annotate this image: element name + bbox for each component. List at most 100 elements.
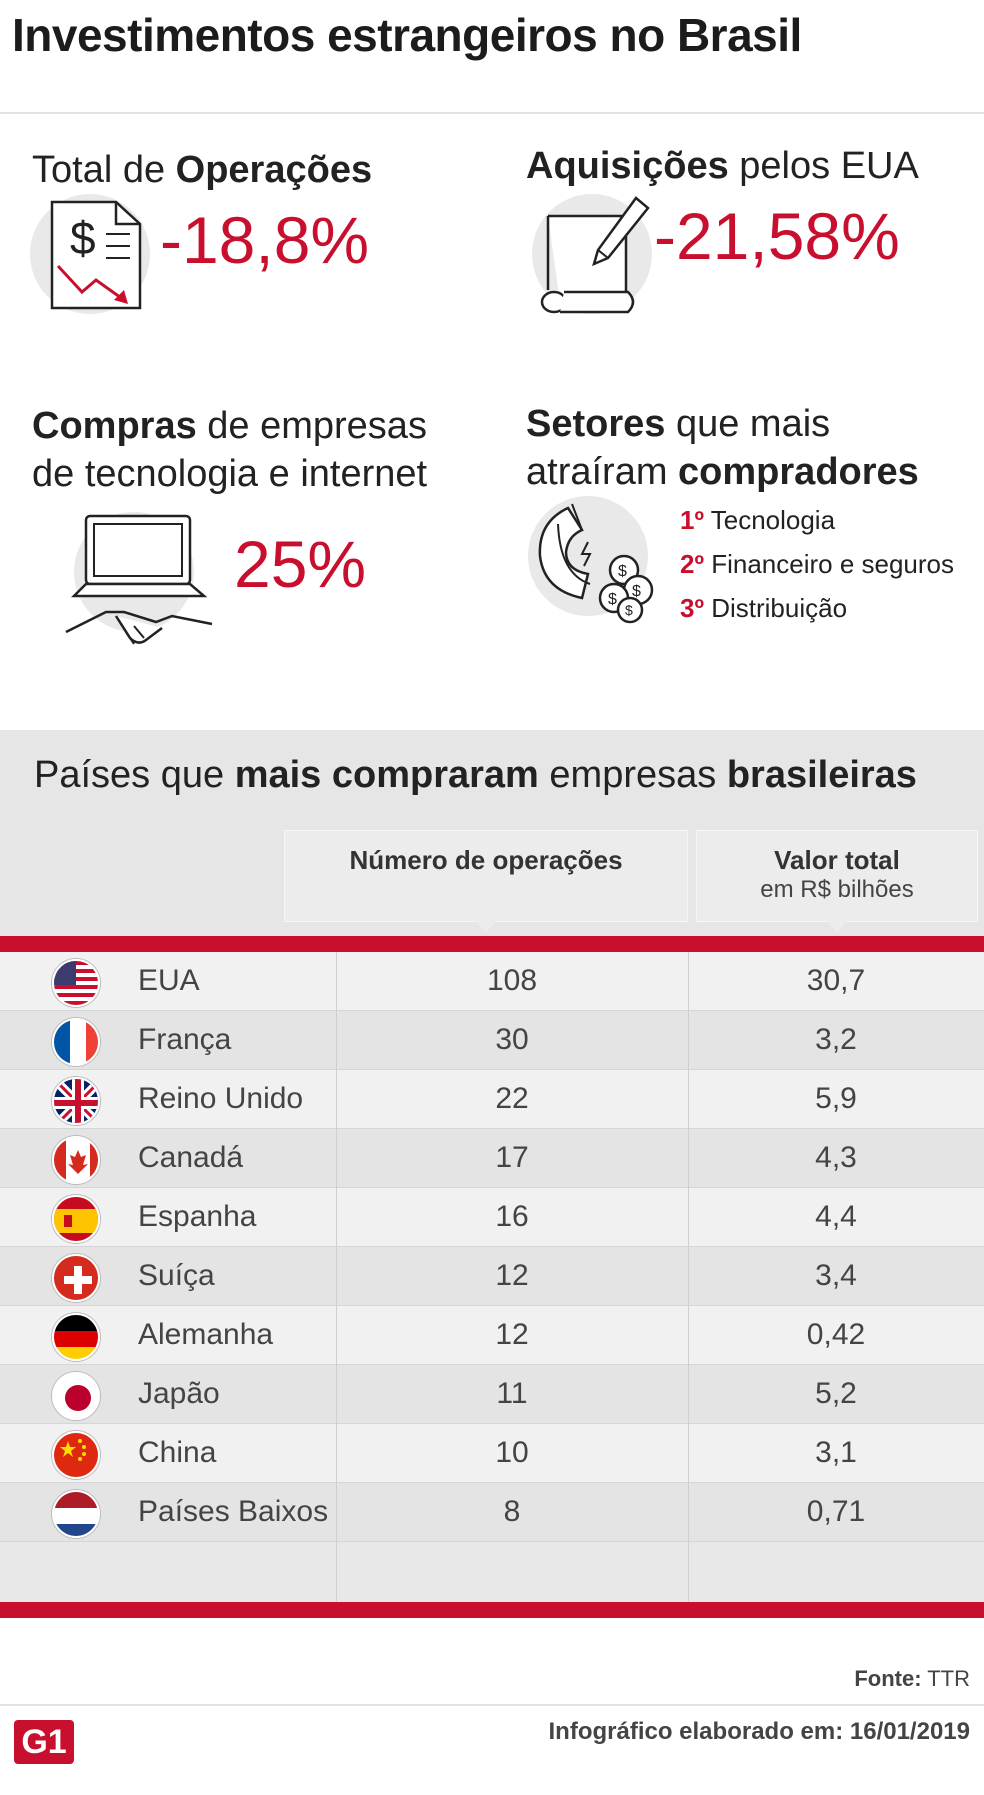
total-value: 0,71 <box>806 1495 866 1528</box>
contract-pen-icon <box>540 196 650 314</box>
setores-heading: Setores que mais atraíram compradores <box>526 400 919 496</box>
table-title: Países que mais compraram empresas brasi… <box>34 754 917 797</box>
total-value: 5,9 <box>815 1082 857 1115</box>
column-divider <box>336 952 337 1602</box>
table-row: França 30 3,2 <box>0 1011 984 1070</box>
g1-logo: G1 <box>14 1720 74 1764</box>
setores-label: Distribuição <box>711 593 848 623</box>
source-note: Fonte: TTR <box>854 1666 970 1692</box>
country-name: Suíça <box>138 1259 215 1292</box>
setores-rank: 2º <box>680 549 704 579</box>
table-title-part: brasileiras <box>726 754 917 796</box>
table-row: Espanha 16 4,4 <box>0 1188 984 1247</box>
setores-label: Tecnologia <box>710 505 836 535</box>
document-dollar-down-icon: $ <box>50 200 142 310</box>
setores-heading-line2-plain: atraíram <box>526 451 679 493</box>
laptop-handshake-icon <box>65 514 213 645</box>
operacoes-heading-bold: Operações <box>175 149 373 191</box>
country-name: Japão <box>138 1377 220 1410</box>
operations-count: 17 <box>495 1141 529 1174</box>
column-header-value-label: Valor total <box>774 845 900 875</box>
source-label: Fonte: <box>854 1666 922 1691</box>
country-name: Países Baixos <box>138 1495 329 1528</box>
footer-divider <box>0 1704 984 1706</box>
total-value: 0,42 <box>806 1318 866 1351</box>
flag-icon <box>52 1490 100 1538</box>
setores-heading-bold: Setores <box>526 403 666 445</box>
flag-icon <box>52 1136 100 1184</box>
compras-heading-bold: Compras <box>32 405 197 447</box>
column-header-ops-label: Número de operações <box>349 845 623 875</box>
magnet-coins-icon: $ $ $ $ <box>538 503 654 624</box>
operations-count: 22 <box>495 1082 529 1115</box>
country-name: Canadá <box>138 1141 244 1174</box>
setores-item: 3º Distribuição <box>680 586 954 630</box>
setores-label: Financeiro e seguros <box>711 549 955 579</box>
setores-rank: 1º <box>680 505 704 535</box>
setores-heading-line2-bold: compradores <box>678 451 919 493</box>
svg-text:$: $ <box>608 591 617 608</box>
aquisicoes-heading-plain: pelos EUA <box>728 145 919 187</box>
compras-value: 25% <box>234 527 367 601</box>
flag-icon <box>52 959 100 1007</box>
aquisicoes-heading: Aquisições pelos EUA <box>526 142 919 190</box>
table-row: Japão 11 5,2 <box>0 1365 984 1424</box>
flag-icon <box>52 1018 100 1066</box>
flag-icon <box>52 1313 100 1361</box>
setores-item: 1º Tecnologia <box>680 498 954 542</box>
operations-count: 8 <box>503 1495 521 1528</box>
table-row: China 10 3,1 <box>0 1424 984 1483</box>
operations-count: 10 <box>495 1436 529 1469</box>
credit-line: Infográfico elaborado em: 16/01/2019 <box>548 1718 971 1745</box>
column-divider <box>688 952 689 1602</box>
operations-count: 16 <box>495 1200 529 1233</box>
flag-icon <box>52 1372 100 1420</box>
table-top-bar <box>0 936 984 952</box>
source-value: TTR <box>927 1666 970 1691</box>
total-value: 3,1 <box>815 1436 857 1469</box>
operations-count: 12 <box>495 1318 529 1351</box>
page-title: Investimentos estrangeiros no Brasil <box>12 9 802 61</box>
total-value: 4,3 <box>815 1141 857 1174</box>
table-row: Reino Unido 22 5,9 <box>0 1070 984 1129</box>
total-value: 3,2 <box>815 1023 857 1056</box>
operations-count: 11 <box>496 1377 528 1410</box>
flag-icon <box>52 1254 100 1302</box>
svg-text:$: $ <box>618 563 627 580</box>
setores-rank: 3º <box>680 593 704 623</box>
table-row: Países Baixos 8 0,71 <box>0 1483 984 1542</box>
table-row: Suíça 12 3,4 <box>0 1247 984 1306</box>
flag-icon <box>52 1077 100 1125</box>
operacoes-value: -18,8% <box>160 203 370 277</box>
country-name: Espanha <box>138 1200 257 1233</box>
country-name: França <box>138 1023 232 1056</box>
column-header-value-sublabel: em R$ bilhões <box>760 876 914 903</box>
title-divider <box>0 112 984 114</box>
table-row: EUA 108 30,7 <box>0 952 984 1011</box>
svg-text:$: $ <box>632 583 641 600</box>
aquisicoes-value: -21,58% <box>654 199 900 273</box>
table-row: Canadá 17 4,3 <box>0 1129 984 1188</box>
table-bottom-bar <box>0 1602 984 1618</box>
column-header-ops: Número de operações <box>284 830 688 933</box>
country-name: Reino Unido <box>138 1082 304 1115</box>
operacoes-heading-plain: Total de <box>32 149 176 191</box>
flag-icon <box>52 1431 100 1479</box>
compras-heading: Compras de empresas de tecnologia e inter… <box>32 402 427 498</box>
countries-table: EUA 108 30,7 França 30 3,2 Reino Unido 22 5,9 Can… <box>0 952 984 1542</box>
operations-count: 12 <box>495 1259 529 1292</box>
table-title-part: Países que <box>34 754 235 796</box>
table-title-part: mais compraram <box>234 754 539 796</box>
svg-text:$: $ <box>70 212 96 264</box>
compras-heading-plain: de empresas <box>196 405 427 447</box>
aquisicoes-heading-bold: Aquisições <box>526 145 729 187</box>
setores-list: 1º Tecnologia 2º Financeiro e seguros 3º… <box>680 498 954 630</box>
total-value: 5,2 <box>815 1377 857 1410</box>
setores-item: 2º Financeiro e seguros <box>680 542 954 586</box>
table-title-part: empresas <box>538 754 727 796</box>
total-value: 4,4 <box>815 1200 857 1233</box>
table-bottom-space <box>0 1542 984 1602</box>
svg-text:$: $ <box>625 602 633 618</box>
compras-heading-line2: de tecnologia e internet <box>32 453 428 495</box>
country-name: EUA <box>138 964 200 997</box>
